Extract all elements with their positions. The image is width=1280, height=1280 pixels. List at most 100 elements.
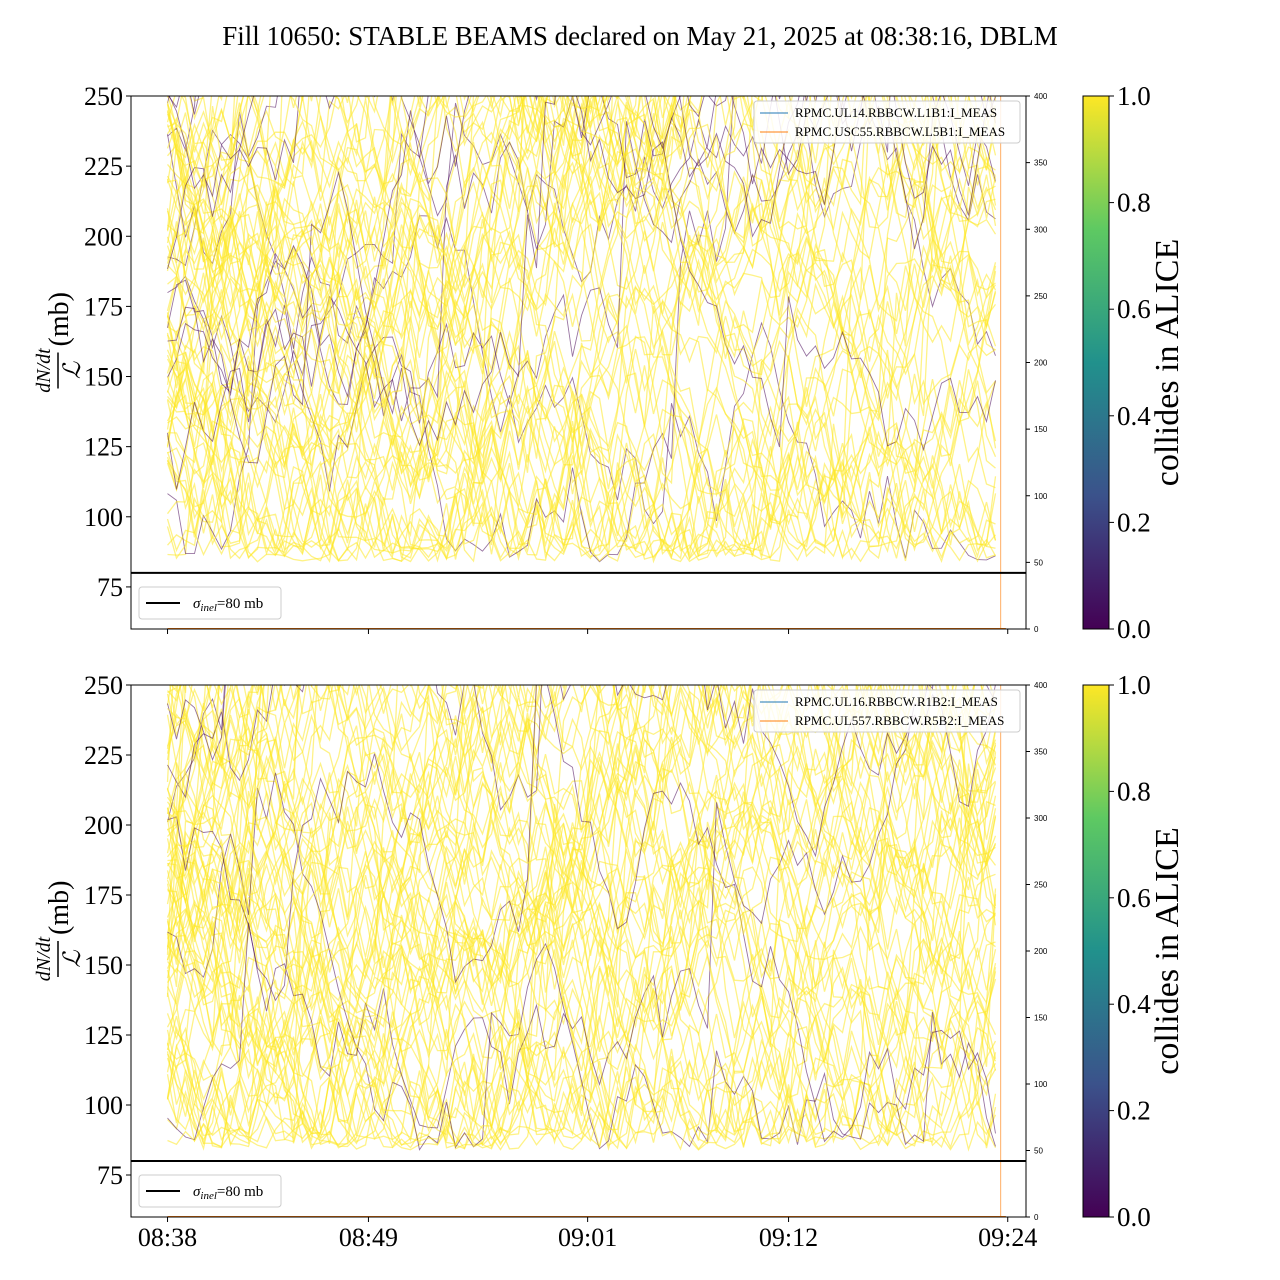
- trace-line: [166, 96, 674, 556]
- trace-line: [166, 96, 996, 469]
- trace-line: [166, 274, 997, 562]
- legend-entry-1: RPMC.UL557.RBBCW.R5B2:I_MEAS: [795, 713, 1004, 728]
- trace-line: [166, 179, 996, 560]
- y2tick-label: 50: [1034, 1147, 1043, 1156]
- sigma-legend-label: σinel=80 mb: [193, 1184, 263, 1202]
- trace-line: [166, 685, 968, 889]
- colorbar-bottom: 0.0 0.2 0.4 0.6 0.8 1.0 collides in ALICE: [1082, 670, 1186, 1232]
- sigma-legend: σinel=80 mb: [138, 1174, 282, 1208]
- trace-line: [166, 96, 996, 538]
- ytick-label: 100: [84, 1091, 123, 1120]
- y2tick-label: 400: [1034, 681, 1048, 690]
- xtick-label: 08:38: [138, 1223, 197, 1252]
- y2tick-label: 250: [1034, 292, 1048, 301]
- sigma-legend: σinel=80 mb: [138, 586, 282, 620]
- colorbar-gradient: [1082, 95, 1110, 630]
- trace-line: [166, 685, 996, 874]
- series-legend-box: [753, 100, 1021, 144]
- sigma-legend-label: σinel=80 mb: [193, 596, 263, 614]
- trace-line: [179, 685, 997, 951]
- ytick-label: 250: [84, 671, 123, 700]
- colorbar-tick-label: 0.2: [1117, 1096, 1151, 1126]
- trace-line: [166, 685, 997, 877]
- colorbar-tick-label: 0.6: [1117, 883, 1151, 913]
- trace-line: [170, 685, 673, 833]
- colorbar-label: collides in ALICE: [1149, 827, 1186, 1074]
- xtick-label: 08:49: [339, 1223, 398, 1252]
- trace-line: [166, 685, 458, 1135]
- y2tick-label: 350: [1034, 748, 1048, 757]
- trace-line: [166, 96, 986, 446]
- y2tick-label: 0: [1034, 1213, 1039, 1222]
- trace-band-top: [166, 96, 997, 564]
- trace-line: [167, 96, 997, 346]
- trace-line: [166, 685, 640, 920]
- y2tick-label: 200: [1034, 947, 1048, 956]
- colorbar-tick-label: 0.4: [1117, 401, 1151, 431]
- sigma-legend-box: [138, 586, 282, 620]
- trace-line: [167, 685, 996, 1143]
- trace-line: [166, 685, 997, 914]
- trace-line: [206, 685, 996, 923]
- trace-line: [167, 96, 666, 380]
- trace-line: [167, 685, 997, 936]
- y2tick-label: 0: [1034, 625, 1039, 634]
- trace-line: [167, 96, 891, 422]
- sigma-legend-box: [138, 1174, 282, 1208]
- trace-line: [166, 96, 996, 275]
- xtick-label: 09:24: [978, 1223, 1037, 1252]
- series-legend: RPMC.UL14.RBBCW.L1B1:I_MEAS RPMC.USC55.RB…: [753, 100, 1021, 144]
- panel-top: 75 100 125 150 175 200 225 250 0 50 100 150 200 250 30…: [33, 81, 1186, 644]
- trace-line: [166, 685, 996, 904]
- y2tick-label: 400: [1034, 92, 1048, 101]
- ytick-label: 75: [97, 1161, 123, 1190]
- y2tick-label: 250: [1034, 881, 1048, 890]
- colorbar-tick-label: 1.0: [1117, 81, 1151, 111]
- trace-line: [166, 96, 997, 327]
- trace-line: [166, 96, 997, 465]
- y-axis-label: dN/dt ℒ (mb): [33, 881, 86, 982]
- trace-line: [166, 131, 997, 564]
- trace-line: [166, 812, 996, 1113]
- trace-line: [166, 752, 997, 1134]
- trace-line: [166, 96, 996, 438]
- ytick-label: 125: [84, 433, 123, 462]
- trace-line: [166, 96, 932, 542]
- ytick-label: 75: [97, 573, 123, 602]
- series-legend: RPMC.UL16.RBBCW.R1B2:I_MEAS RPMC.UL557.RB…: [753, 689, 1021, 733]
- series-legend-box: [753, 689, 1021, 733]
- trace-line: [166, 96, 927, 476]
- y2tick-label: 300: [1034, 225, 1048, 234]
- trace-line: [169, 685, 997, 1140]
- trace-line: [167, 685, 996, 858]
- trace-line: [166, 96, 521, 333]
- trace-line: [167, 685, 997, 1148]
- trace-line: [166, 863, 997, 1147]
- trace-line: [166, 685, 997, 1143]
- trace-line: [166, 685, 932, 1145]
- trace-line: [166, 828, 997, 1151]
- trace-line: [167, 261, 997, 561]
- colorbar-tick-label: 0.2: [1117, 507, 1151, 537]
- ylabel-denominator: ℒ: [60, 361, 86, 379]
- trace-line: [166, 96, 523, 326]
- trace-line: [166, 96, 997, 422]
- trace-line: [166, 685, 711, 911]
- colorbar-tick-label: 0.0: [1117, 614, 1151, 644]
- ylabel-unit: (mb): [44, 881, 75, 935]
- trace-line: [167, 685, 997, 940]
- trace-line: [166, 768, 996, 1151]
- trace-line: [166, 800, 996, 1151]
- trace-line: [166, 685, 996, 1150]
- trace-line: [167, 706, 997, 1149]
- ytick-label: 175: [84, 292, 123, 321]
- y2tick-label: 300: [1034, 814, 1048, 823]
- ytick-label: 200: [84, 222, 123, 251]
- trace-line: [166, 198, 997, 548]
- trace-line: [167, 96, 996, 492]
- ytick-label: 225: [84, 741, 123, 770]
- ytick-label: 175: [84, 881, 123, 910]
- legend-entry-1: RPMC.USC55.RBBCW.L5B1:I_MEAS: [795, 124, 1005, 139]
- ytick-label: 150: [84, 363, 123, 392]
